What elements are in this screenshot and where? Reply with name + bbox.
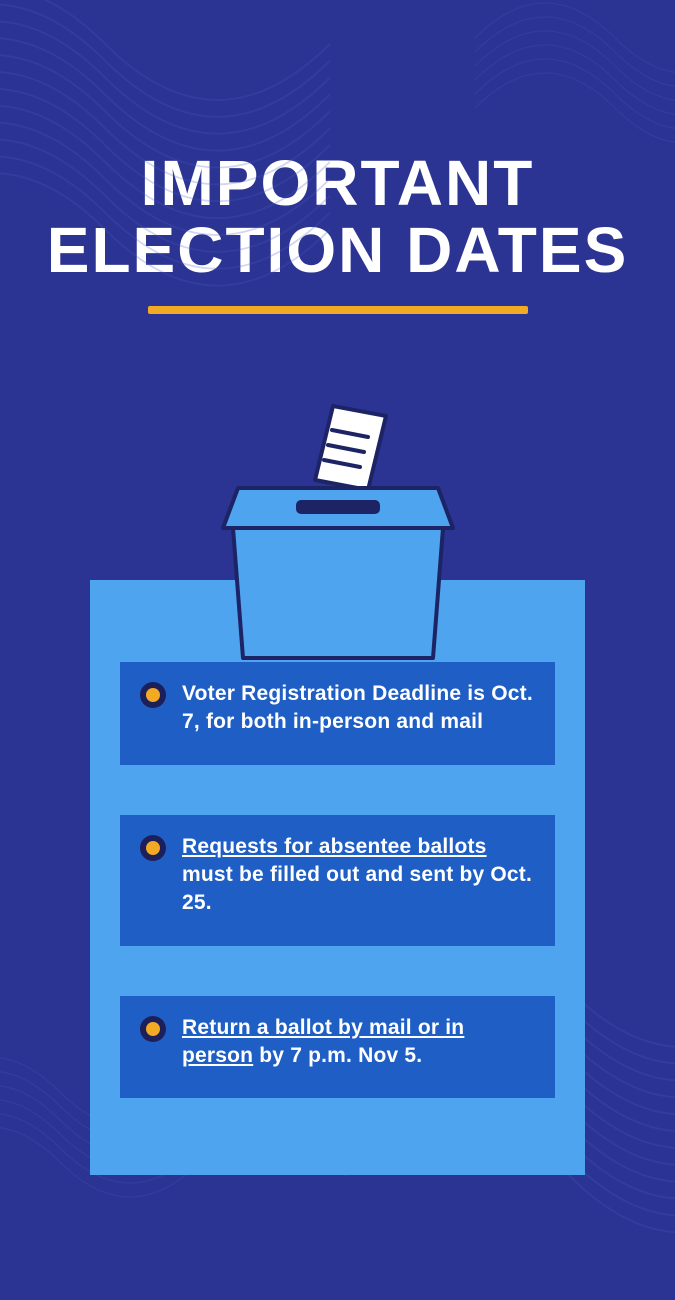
title-underline (148, 306, 528, 314)
bullet-icon (140, 1016, 166, 1042)
page-title: IMPORTANT ELECTION DATES (0, 0, 675, 284)
date-item-text: Voter Registration Deadline is Oct. 7, f… (182, 680, 535, 737)
date-item: Requests for absentee ballots must be fi… (120, 815, 555, 946)
title-line-2: ELECTION DATES (47, 214, 629, 286)
date-items-list: Voter Registration Deadline is Oct. 7, f… (120, 662, 555, 1148)
date-item-text: Requests for absentee ballots must be fi… (182, 833, 535, 918)
ballot-box-icon (208, 398, 468, 668)
title-line-1: IMPORTANT (141, 147, 535, 219)
date-item: Return a ballot by mail or in person by … (120, 996, 555, 1099)
content-panel: Voter Registration Deadline is Oct. 7, f… (90, 580, 585, 1175)
bullet-icon (140, 835, 166, 861)
date-item: Voter Registration Deadline is Oct. 7, f… (120, 662, 555, 765)
bullet-icon (140, 682, 166, 708)
date-item-text: Return a ballot by mail or in person by … (182, 1014, 535, 1071)
